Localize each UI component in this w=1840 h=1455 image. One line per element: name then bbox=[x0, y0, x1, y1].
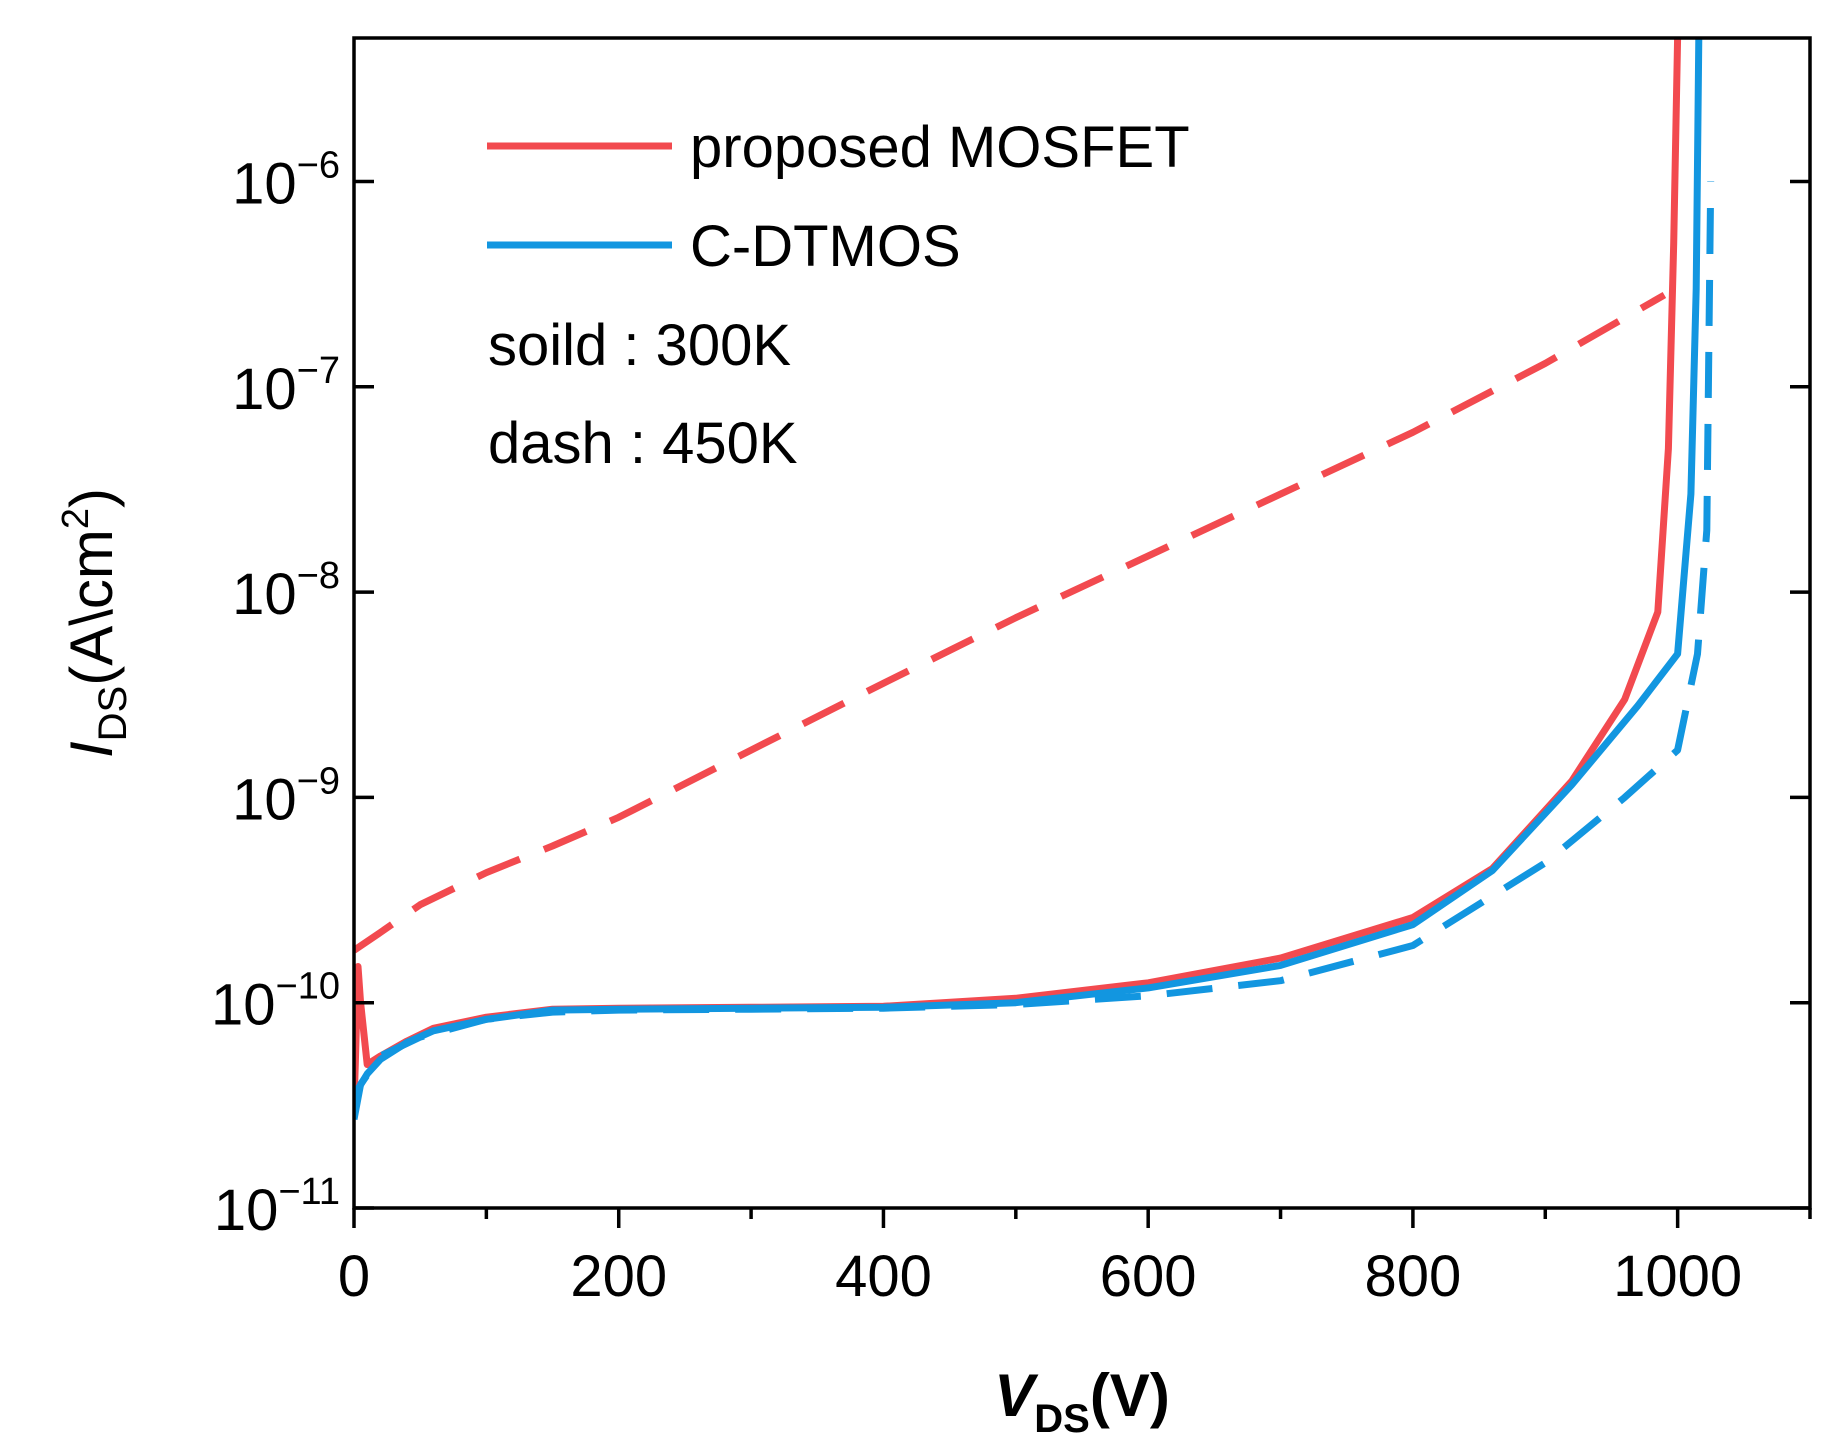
legend-label-c-dtmos: C-DTMOS bbox=[690, 214, 961, 279]
y-tick-label: 10−7 bbox=[232, 350, 340, 422]
x-tick-label: 0 bbox=[338, 1244, 370, 1309]
series-line-c-dtmos-450k bbox=[354, 181, 1715, 1121]
x-tick-label: 200 bbox=[570, 1244, 667, 1309]
plot-frame bbox=[352, 36, 1812, 1210]
legend: proposed MOSFET C-DTMOS soild : 300K das… bbox=[487, 115, 1190, 476]
x-axis-title: VDS(V) bbox=[994, 1362, 1170, 1441]
legend-label-proposed-mosfet: proposed MOSFET bbox=[690, 115, 1190, 180]
series-line-c-dtmos-300k bbox=[354, 38, 1703, 1117]
x-tick-label: 400 bbox=[835, 1244, 932, 1309]
x-tick-label: 800 bbox=[1365, 1244, 1462, 1309]
x-axis-ticks: 0 200 400 600 800 1000 bbox=[338, 1208, 1812, 1309]
y-axis-title: IDS(A\cm2) bbox=[55, 488, 135, 758]
annotation-dash-450k: dash : 450K bbox=[488, 411, 798, 476]
y-tick-label: 10−10 bbox=[211, 966, 340, 1038]
y-tick-label: 10−11 bbox=[214, 1171, 340, 1243]
y-tick-label: 10−9 bbox=[232, 760, 340, 832]
x-tick-label: 1000 bbox=[1613, 1244, 1742, 1309]
series-layer bbox=[354, 38, 1715, 1121]
series-line-proposed-mosfet-300k bbox=[354, 38, 1682, 1105]
y-tick-label: 10−8 bbox=[232, 555, 340, 627]
series-line-proposed-mosfet-450k bbox=[354, 291, 1667, 954]
annotation-solid-300k: soild : 300K bbox=[488, 313, 791, 378]
x-tick-label: 600 bbox=[1100, 1244, 1197, 1309]
y-axis-ticks: 10−11 10−10 10−9 10−8 10−7 10−6 bbox=[211, 144, 1810, 1243]
y-tick-label: 10−6 bbox=[232, 144, 340, 216]
